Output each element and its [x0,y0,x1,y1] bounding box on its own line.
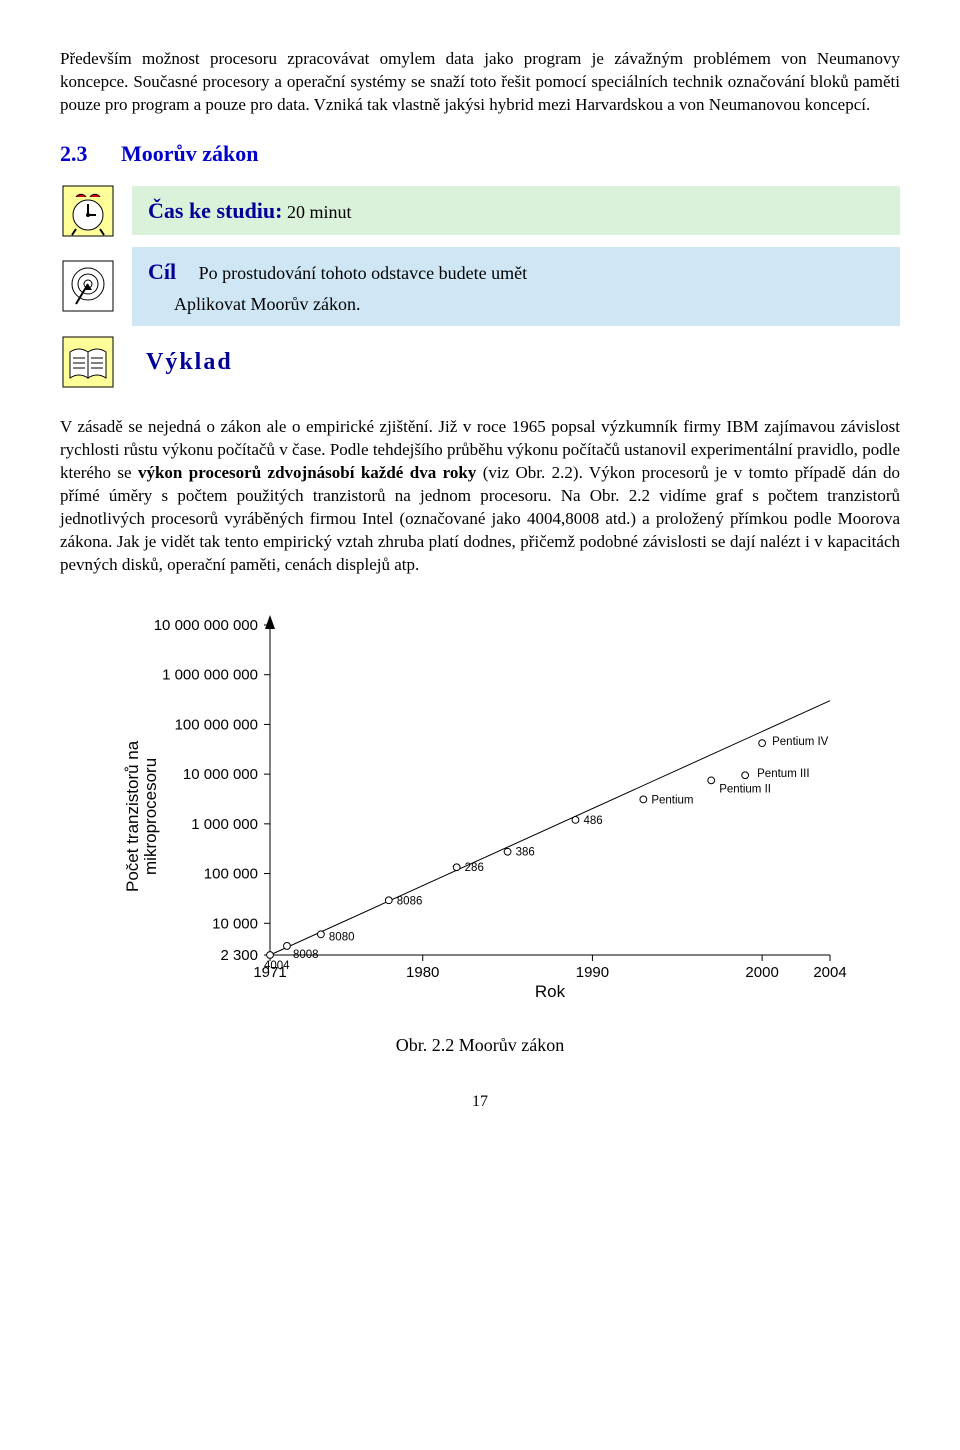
svg-text:Pentium II: Pentium II [719,783,771,795]
vyklad-band: Výklad [60,334,900,390]
svg-text:Pentium IV: Pentium IV [772,736,829,748]
svg-text:1980: 1980 [406,964,439,981]
svg-text:Pentum III: Pentum III [757,768,809,780]
svg-text:2000: 2000 [745,964,778,981]
svg-text:10 000 000: 10 000 000 [183,766,258,783]
svg-text:1 000 000 000: 1 000 000 000 [162,667,258,684]
svg-text:386: 386 [516,847,535,859]
goal-line2: Aplikovat Moorův zákon. [148,292,884,316]
svg-text:Pentium: Pentium [651,794,693,806]
study-time-value: 20 minut [287,202,352,222]
svg-text:100 000 000: 100 000 000 [175,716,258,733]
svg-text:486: 486 [583,815,602,827]
svg-text:100 000: 100 000 [204,866,258,883]
goal-content: Cíl Po prostudování tohoto odstavce bude… [132,247,900,327]
svg-text:8080: 8080 [329,931,355,943]
svg-text:4004: 4004 [264,960,290,972]
book-icon [60,334,116,390]
svg-text:1 000 000: 1 000 000 [191,816,258,833]
body-paragraph: V zásadě se nejedná o zákon ale o empiri… [60,416,900,577]
section-number: 2.3 [60,141,88,166]
study-time-content: Čas ke studiu: 20 minut [132,186,900,236]
figure-caption: Obr. 2.2 Moorův zákon [60,1033,900,1057]
page-number: 17 [60,1091,900,1113]
svg-text:10 000 000 000: 10 000 000 000 [154,617,258,634]
clock-icon [60,183,116,239]
study-time-label: Čas ke studiu: [148,198,282,223]
intro-paragraph: Především možnost procesoru zpracovávat … [60,48,900,117]
goal-label: Cíl [148,259,176,284]
svg-text:2004: 2004 [813,964,846,981]
svg-text:8008: 8008 [293,949,319,961]
vyklad-heading: Výklad [146,346,233,378]
svg-text:Rok: Rok [535,982,566,1001]
study-time-band: Čas ke studiu: 20 minut [60,183,900,239]
moore-chart: 2 300 10 000 100 000 1 000 000 10 000 000 100… [120,595,860,1025]
svg-text:8086: 8086 [397,895,423,907]
svg-text:2 300: 2 300 [220,947,258,964]
section-title: Moorův zákon [121,141,259,166]
goal-line1: Po prostudování tohoto odstavce budete u… [199,263,527,283]
section-heading: 2.3 Moorův zákon [60,139,900,169]
svg-text:10 000: 10 000 [212,915,258,932]
svg-text:Počet tranzistorů namikroproce: Počet tranzistorů namikroprocesoru [123,740,160,892]
target-icon [60,258,116,314]
goal-band: Cíl Po prostudování tohoto odstavce bude… [60,247,900,327]
svg-text:286: 286 [465,862,484,874]
svg-text:1990: 1990 [576,964,609,981]
